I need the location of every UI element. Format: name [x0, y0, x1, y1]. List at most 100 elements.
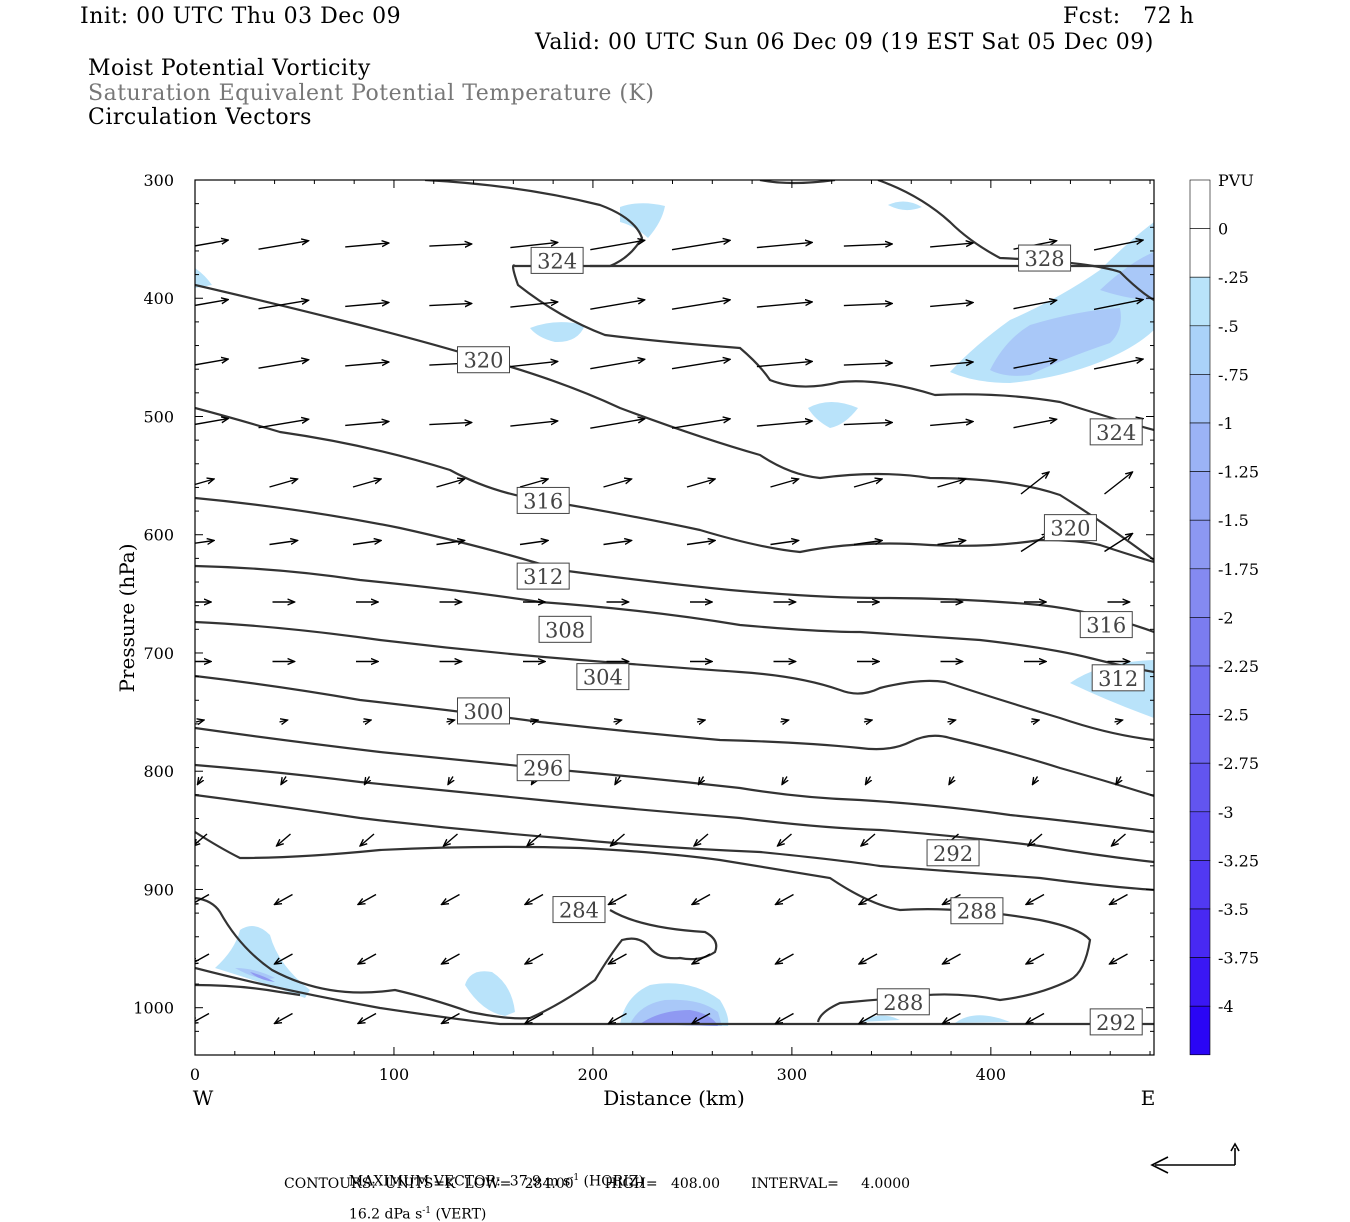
circulation-vector [345, 362, 389, 367]
colorbar-label: -3.5 [1218, 900, 1249, 919]
circulation-vector [269, 541, 298, 546]
reference-vector-icon [1150, 1142, 1240, 1174]
circulation-vector [510, 421, 557, 427]
colorbar-swatch [1189, 860, 1211, 910]
circulation-vector [756, 302, 812, 308]
circulation-vector [527, 833, 542, 846]
circulation-vector [859, 953, 878, 964]
contour-label-box [1089, 418, 1143, 446]
circulation-vector [1114, 720, 1123, 722]
circulation-vector [525, 953, 544, 964]
west-label: W [193, 1086, 214, 1110]
circulation-vector [603, 479, 632, 488]
contour-label: 320 [463, 349, 503, 373]
circulation-vector [345, 243, 389, 248]
contour-line [195, 283, 1154, 561]
circulation-vector [949, 776, 954, 785]
east-label: E [1141, 1086, 1156, 1110]
circulation-vector [671, 359, 730, 370]
circulation-vector [510, 361, 557, 368]
circulation-vector [696, 720, 705, 722]
contour-label-box [1043, 514, 1097, 542]
circulation-vector [195, 300, 228, 307]
contour-label-box [576, 663, 630, 691]
circulation-vector [686, 541, 715, 546]
circulation-vector [778, 833, 792, 846]
circulation-vector [442, 1012, 460, 1024]
circulation-vector [275, 893, 293, 905]
contour-label: 284 [559, 899, 599, 923]
circulation-vector [756, 242, 812, 249]
circulation-vector [195, 419, 228, 426]
colorbar-swatch [1189, 276, 1211, 327]
circulation-vector [590, 300, 644, 310]
circulation-vector [195, 240, 228, 247]
circulation-vector [692, 1012, 711, 1024]
contour-label-box [530, 246, 584, 274]
circulation-vector [699, 776, 704, 785]
x-axis-label: Distance (km) [603, 1086, 745, 1110]
circulation-vector [859, 893, 878, 905]
circulation-vector [1112, 833, 1126, 846]
contour-label: 292 [1096, 1011, 1136, 1035]
circulation-vector [352, 541, 381, 546]
circulation-vector [358, 953, 377, 964]
x-tick-label: 100 [379, 1065, 410, 1084]
circulation-vector [671, 419, 730, 429]
circulation-vector [429, 303, 471, 305]
contour-line [195, 831, 1092, 1023]
circulation-vector [279, 720, 288, 722]
contour-labels: 324 328 320 324 316 320 312 316 308 312 304 300 296 2… [456, 244, 1145, 1036]
contour-label-box [538, 615, 592, 643]
contour-label: 300 [463, 700, 503, 724]
circulation-vector [1093, 240, 1143, 251]
circulation-vector [195, 479, 214, 486]
circulation-vector [843, 244, 892, 246]
circulation-vector [365, 776, 370, 785]
circulation-vector [609, 953, 627, 964]
circulation-vector [436, 541, 465, 546]
circulation-vector [930, 303, 973, 308]
colorbar-label: -.5 [1218, 317, 1239, 336]
colorbar-swatch [1189, 568, 1211, 618]
y-axis: 300 400 500 600 700 800 900 1000 [133, 171, 1154, 1032]
colorbar-label: -1 [1218, 414, 1234, 433]
circulation-vector [510, 242, 557, 249]
circulation-vector [776, 953, 794, 964]
mpv-area [465, 971, 515, 1016]
mpv-area [1100, 252, 1154, 300]
mpv-area [195, 268, 212, 288]
circulation-vector [519, 541, 548, 546]
contour-line [195, 726, 1154, 834]
circulation-vector [525, 1012, 544, 1024]
contour-line [195, 620, 1154, 742]
mpv-area [990, 308, 1121, 376]
contour-label-box [516, 486, 570, 514]
circulation-vector [776, 893, 794, 905]
contour-label: 288 [883, 991, 923, 1015]
colorbar-label: -.75 [1218, 365, 1249, 384]
colorbar: 0 -.25 -.5 -.75 -1 -1.25 -1.5 -1.75 -2 -2.25 -2.5 -… [1189, 179, 1259, 1056]
contour-label-box [1091, 664, 1145, 692]
circulation-vector [692, 953, 711, 964]
colorbar-swatch [1189, 811, 1211, 861]
circulation-vector [1026, 953, 1045, 964]
contour-label-box [1079, 611, 1133, 639]
y-tick-label: 300 [143, 171, 174, 190]
circulation-vector [1104, 472, 1133, 495]
circulation-vector [843, 303, 892, 305]
colorbar-label: -3 [1218, 803, 1234, 822]
circulation-vector [1093, 359, 1143, 370]
contour-label-box [516, 754, 570, 782]
colorbar-swatch [1189, 228, 1211, 278]
colorbar-swatch [1189, 957, 1211, 1007]
contour-label-box [552, 896, 606, 924]
y-tick-label: 700 [143, 644, 174, 663]
contour-line [424, 180, 1154, 432]
circulation-vector [510, 302, 557, 308]
circulation-vector [686, 479, 715, 488]
circulation-vector [345, 303, 389, 308]
circulation-vector [692, 893, 711, 905]
circulation-vector [671, 300, 730, 310]
